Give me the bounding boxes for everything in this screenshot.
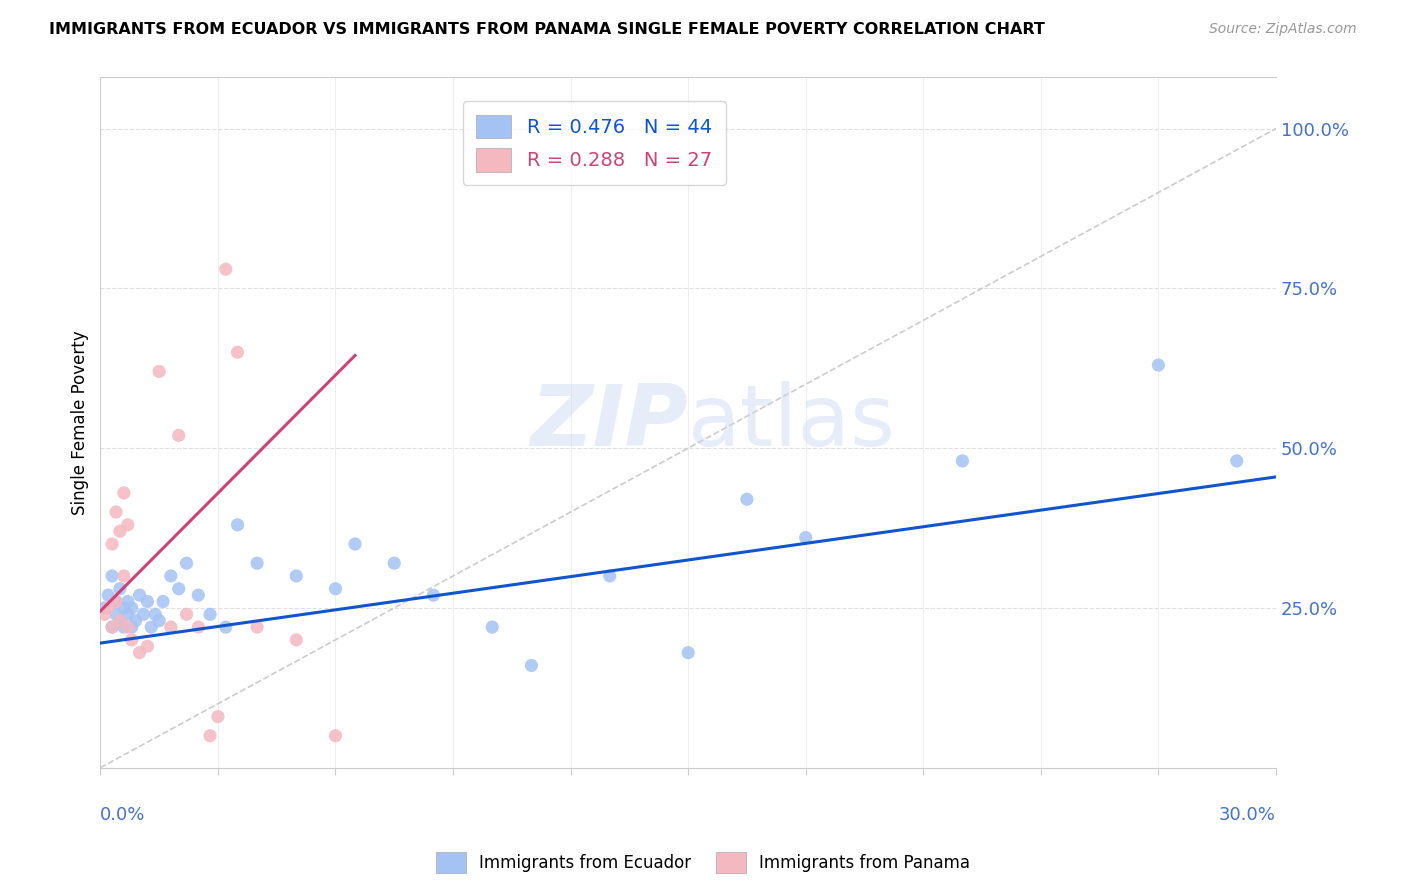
Point bbox=[152, 594, 174, 608]
Point bbox=[285, 569, 308, 583]
Legend: Immigrants from Ecuador, Immigrants from Panama: Immigrants from Ecuador, Immigrants from… bbox=[429, 846, 977, 880]
Point bbox=[132, 607, 155, 622]
Point bbox=[97, 601, 120, 615]
Point bbox=[121, 620, 143, 634]
Point bbox=[1147, 358, 1170, 372]
Point bbox=[160, 620, 183, 634]
Point bbox=[112, 486, 135, 500]
Point bbox=[735, 492, 758, 507]
Point bbox=[117, 517, 139, 532]
Point bbox=[198, 607, 221, 622]
Point bbox=[108, 582, 131, 596]
Point bbox=[108, 614, 131, 628]
Point bbox=[198, 729, 221, 743]
Point bbox=[382, 556, 405, 570]
Point bbox=[520, 658, 543, 673]
Point bbox=[136, 594, 159, 608]
Point bbox=[187, 588, 209, 602]
Point bbox=[93, 601, 115, 615]
Point bbox=[101, 569, 124, 583]
Point bbox=[187, 620, 209, 634]
Point bbox=[794, 531, 817, 545]
Point bbox=[1226, 454, 1249, 468]
Y-axis label: Single Female Poverty: Single Female Poverty bbox=[72, 330, 89, 515]
Point bbox=[105, 594, 128, 608]
Point bbox=[246, 620, 269, 634]
Point bbox=[112, 620, 135, 634]
Text: atlas: atlas bbox=[688, 381, 896, 464]
Point bbox=[344, 537, 367, 551]
Point bbox=[148, 364, 170, 378]
Text: Source: ZipAtlas.com: Source: ZipAtlas.com bbox=[1209, 22, 1357, 37]
Text: ZIP: ZIP bbox=[530, 381, 688, 464]
Point bbox=[101, 620, 124, 634]
Point bbox=[112, 569, 135, 583]
Text: 30.0%: 30.0% bbox=[1219, 805, 1277, 823]
Point bbox=[226, 345, 249, 359]
Point bbox=[101, 537, 124, 551]
Point bbox=[128, 588, 150, 602]
Point bbox=[121, 601, 143, 615]
Point bbox=[105, 505, 128, 519]
Point bbox=[121, 632, 143, 647]
Point bbox=[148, 614, 170, 628]
Point bbox=[117, 607, 139, 622]
Point bbox=[117, 620, 139, 634]
Point bbox=[141, 620, 163, 634]
Point bbox=[599, 569, 621, 583]
Point bbox=[167, 582, 190, 596]
Point bbox=[422, 588, 444, 602]
Point bbox=[105, 594, 128, 608]
Text: 0.0%: 0.0% bbox=[100, 805, 146, 823]
Point bbox=[112, 601, 135, 615]
Point bbox=[176, 607, 198, 622]
Point bbox=[108, 614, 131, 628]
Point bbox=[246, 556, 269, 570]
Point bbox=[143, 607, 166, 622]
Point bbox=[226, 517, 249, 532]
Point bbox=[128, 646, 150, 660]
Point bbox=[215, 620, 238, 634]
Point bbox=[105, 607, 128, 622]
Point bbox=[117, 594, 139, 608]
Point bbox=[124, 614, 146, 628]
Point bbox=[325, 582, 347, 596]
Point bbox=[136, 640, 159, 654]
Point bbox=[97, 588, 120, 602]
Point bbox=[285, 632, 308, 647]
Point bbox=[93, 607, 115, 622]
Point bbox=[101, 620, 124, 634]
Point bbox=[108, 524, 131, 539]
Text: IMMIGRANTS FROM ECUADOR VS IMMIGRANTS FROM PANAMA SINGLE FEMALE POVERTY CORRELAT: IMMIGRANTS FROM ECUADOR VS IMMIGRANTS FR… bbox=[49, 22, 1045, 37]
Legend: R = 0.476   N = 44, R = 0.288   N = 27: R = 0.476 N = 44, R = 0.288 N = 27 bbox=[463, 101, 725, 186]
Point bbox=[481, 620, 503, 634]
Point bbox=[160, 569, 183, 583]
Point bbox=[207, 709, 229, 723]
Point bbox=[952, 454, 974, 468]
Point bbox=[176, 556, 198, 570]
Point bbox=[325, 729, 347, 743]
Point bbox=[676, 646, 699, 660]
Point bbox=[167, 428, 190, 442]
Point bbox=[215, 262, 238, 277]
